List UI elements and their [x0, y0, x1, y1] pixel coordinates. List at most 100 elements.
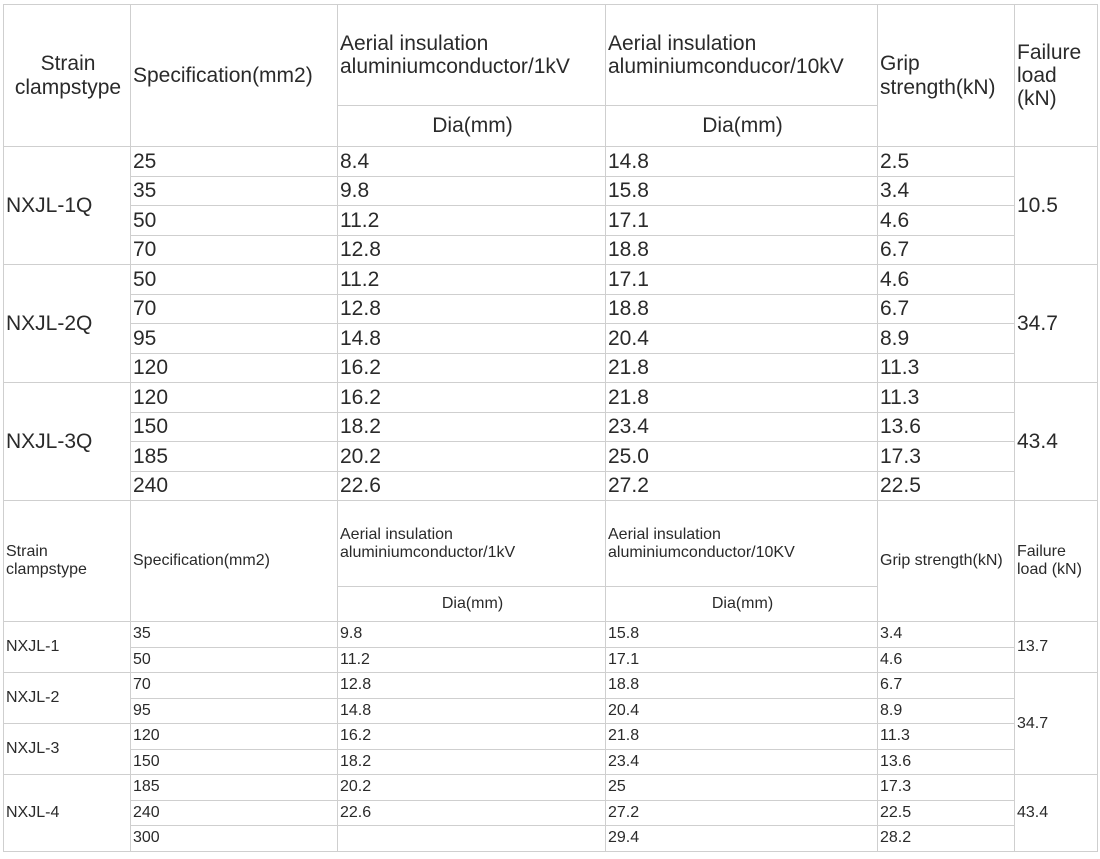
table-row: 35 9.8 15.8 3.4: [4, 175, 1098, 206]
spec-cell: 185: [130, 441, 338, 472]
dia-10kv-cell: 21.8: [605, 723, 878, 750]
table-row: NXJL-3 120 16.2 21.8 11.3: [3, 723, 1098, 775]
failure-load-cell: 10.5: [1014, 146, 1098, 265]
grip-cell: 3.4: [877, 175, 1015, 206]
header-spec: Specification(mm2): [130, 500, 338, 622]
table-row: 50 11.2 17.1 4.6: [4, 205, 1098, 236]
dia-1kv-cell: 16.2: [337, 382, 606, 413]
grip-cell: 3.4: [877, 621, 1015, 648]
dia-1kv-cell: 9.8: [337, 175, 606, 206]
header-spec: Specification(mm2): [130, 4, 338, 147]
grip-cell: 2.5: [877, 146, 1015, 177]
dia-10kv-cell: 18.8: [605, 234, 878, 265]
dia-10kv-cell: 27.2: [605, 799, 878, 826]
spec-cell: 120: [130, 382, 338, 413]
dia-1kv-cell: 22.6: [337, 470, 606, 501]
dia-1kv-cell: 12.8: [337, 293, 606, 324]
table-row: 240 22.6 27.2 22.5: [4, 799, 1098, 826]
grip-cell: 4.6: [877, 205, 1015, 236]
failure-load-cell: 43.4: [1014, 382, 1098, 501]
clamp-type-cell: NXJL-1Q: [3, 146, 131, 265]
grip-cell: 4.6: [877, 646, 1015, 673]
dia-1kv-cell: 14.8: [337, 697, 606, 724]
clamp-type-cell: NXJL-2Q: [3, 264, 131, 383]
dia-10kv-cell: 25: [605, 774, 878, 801]
dia-1kv-cell: 18.2: [337, 748, 606, 775]
spec-cell: 35: [130, 621, 338, 648]
grip-cell: 8.9: [877, 697, 1015, 724]
table-row: 300 29.4 28.2: [4, 825, 1098, 852]
subheader-dia-10kv: Dia(mm): [605, 105, 878, 147]
header-type: Strain clampstype: [3, 4, 131, 147]
subheader-dia-1kv: Dia(mm): [337, 105, 606, 147]
spec-cell: 150: [130, 411, 338, 442]
table-row: 70 12.8 18.8 6.7: [4, 234, 1098, 265]
dia-10kv-cell: 25.0: [605, 441, 878, 472]
spec-cell: 240: [130, 799, 338, 826]
failure-load-cell: 13.7: [1014, 621, 1098, 673]
dia-1kv-cell: 9.8: [337, 621, 606, 648]
table-row: 95 14.8 20.4 8.9: [4, 697, 1098, 724]
failure-load-cell: 34.7: [1014, 264, 1098, 383]
table-row: NXJL-2Q 50 11.2 17.1 4.6 34.7: [3, 264, 1098, 383]
table-row: 70 12.8 18.8 6.7: [4, 293, 1098, 324]
table-row: NXJL-1 35 9.8 15.8 3.4 13.7: [3, 621, 1098, 673]
dia-1kv-cell: 16.2: [337, 352, 606, 383]
spec-cell: 240: [130, 470, 338, 501]
dia-10kv-cell: 15.8: [605, 175, 878, 206]
header-fail: Failure load (kN): [1014, 4, 1098, 147]
dia-10kv-cell: 23.4: [605, 411, 878, 442]
table-row: 150 18.2 23.4 13.6: [4, 748, 1098, 775]
dia-10kv-cell: 20.4: [605, 697, 878, 724]
grip-cell: 17.3: [877, 774, 1015, 801]
grip-cell: 6.7: [877, 293, 1015, 324]
spec-cell: 50: [130, 646, 338, 673]
failure-load-cell: 43.4: [1014, 774, 1098, 852]
spec-cell: 120: [130, 723, 338, 750]
table-row: NXJL-4 185 20.2 25 17.3 43.4: [3, 774, 1098, 852]
clamp-type-cell: NXJL-2: [3, 672, 131, 724]
header-10kv: Aerial insulation aluminiumconductor/10K…: [605, 500, 878, 587]
clamp-type-cell: NXJL-4: [3, 774, 131, 852]
dia-1kv-cell: 8.4: [337, 146, 606, 177]
table-row: 120 16.2 21.8 11.3: [4, 352, 1098, 383]
table-row: NXJL-3Q 120 16.2 21.8 11.3 43.4: [3, 382, 1098, 501]
dia-10kv-cell: 23.4: [605, 748, 878, 775]
dia-10kv-cell: 27.2: [605, 470, 878, 501]
grip-cell: 22.5: [877, 799, 1015, 826]
dia-1kv-cell: 20.2: [337, 774, 606, 801]
clamp-type-cell: NXJL-3Q: [3, 382, 131, 501]
header-type: Strain clampstype: [3, 500, 131, 622]
table-row: 50 11.2 17.1 4.6: [4, 646, 1098, 673]
dia-10kv-cell: 17.1: [605, 205, 878, 236]
header-fail: Failure load (kN): [1014, 500, 1098, 622]
dia-1kv-cell: 22.6: [337, 799, 606, 826]
dia-1kv-cell: [337, 825, 606, 852]
grip-cell: 6.7: [877, 672, 1015, 699]
spec-cell: 70: [130, 293, 338, 324]
header-1kv: Aerial insulation aluminiumconductor/1kV: [337, 4, 606, 106]
failure-load-cell: 34.7: [1014, 672, 1098, 775]
subheader-dia-1kv: Dia(mm): [337, 586, 606, 622]
spec-table-q-series: Strain clampstype Specification(mm2) Aer…: [3, 4, 1098, 501]
header-row: Strain clampstype Specification(mm2) Aer…: [3, 500, 1098, 622]
grip-cell: 13.6: [877, 411, 1015, 442]
dia-1kv-cell: 12.8: [337, 234, 606, 265]
spec-cell: 50: [130, 205, 338, 236]
dia-10kv-cell: 21.8: [605, 382, 878, 413]
grip-cell: 11.3: [877, 723, 1015, 750]
dia-10kv-cell: 29.4: [605, 825, 878, 852]
grip-cell: 11.3: [877, 382, 1015, 413]
dia-10kv-cell: 18.8: [605, 293, 878, 324]
header-row: Strain clampstype Specification(mm2) Aer…: [3, 4, 1098, 147]
dia-10kv-cell: 18.8: [605, 672, 878, 699]
grip-cell: 17.3: [877, 441, 1015, 472]
dia-1kv-cell: 18.2: [337, 411, 606, 442]
subheader-row: Dia(mm) Dia(mm): [4, 105, 1098, 147]
dia-10kv-cell: 14.8: [605, 146, 878, 177]
header-1kv: Aerial insulation aluminiumconductor/1kV: [337, 500, 606, 587]
spec-cell: 35: [130, 175, 338, 206]
spec-cell: 120: [130, 352, 338, 383]
subheader-dia-10kv: Dia(mm): [605, 586, 878, 622]
spec-cell: 95: [130, 697, 338, 724]
